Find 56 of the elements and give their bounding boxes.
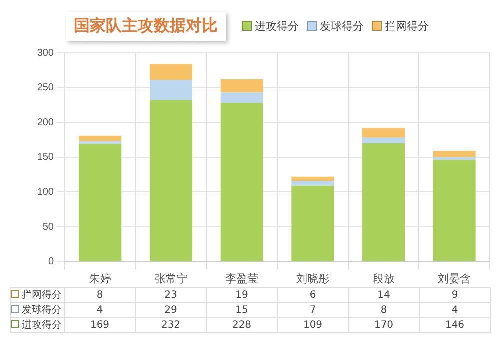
y-tick-label: 50 bbox=[42, 222, 54, 233]
data-label: 8 bbox=[64, 288, 136, 302]
data-label: 7 bbox=[278, 302, 348, 318]
bar bbox=[292, 176, 334, 182]
data-label: 23 bbox=[136, 288, 206, 302]
data-label: 8 bbox=[348, 302, 420, 318]
legend-label: 拦网得分 bbox=[384, 18, 429, 34]
bar bbox=[362, 138, 405, 144]
chart-title: 国家队主攻数据对比 bbox=[66, 12, 226, 40]
data-label: 9 bbox=[420, 288, 490, 302]
bar bbox=[220, 79, 264, 93]
bar bbox=[362, 128, 405, 138]
bar bbox=[220, 103, 264, 262]
x-tick-label: 张常宁 bbox=[154, 272, 188, 286]
text: 拦网得分 bbox=[22, 290, 62, 301]
y-tick-label: 100 bbox=[37, 186, 54, 198]
bar bbox=[79, 141, 122, 144]
bar bbox=[433, 157, 476, 160]
data-label: 146 bbox=[420, 318, 490, 332]
x-tick-label: 段放 bbox=[372, 273, 395, 286]
bar bbox=[150, 80, 192, 100]
x-tick-label: 刘晓彤 bbox=[296, 272, 330, 286]
bar bbox=[433, 160, 476, 262]
bar bbox=[150, 100, 192, 262]
data-label: 19 bbox=[206, 288, 278, 302]
y-tick-label: 200 bbox=[37, 117, 54, 128]
data-label: 169 bbox=[64, 318, 136, 332]
bar bbox=[362, 143, 405, 262]
bar bbox=[292, 181, 334, 186]
data-label: 14 bbox=[348, 288, 420, 302]
data-label: 29 bbox=[136, 302, 206, 318]
data-label: 170 bbox=[348, 318, 420, 332]
x-tick-label: 朱婷 bbox=[89, 272, 112, 286]
legend-label: 发球得分 bbox=[319, 18, 364, 34]
data-label: 109 bbox=[278, 318, 348, 332]
data-label: 228 bbox=[206, 318, 278, 332]
bar bbox=[292, 186, 334, 262]
data-label: 232 bbox=[136, 318, 206, 332]
x-tick-label: 李盈莹 bbox=[226, 272, 259, 286]
data-label: 6 bbox=[278, 288, 348, 302]
x-tick-label: 刘晏含 bbox=[438, 272, 472, 286]
data-label: 4 bbox=[64, 302, 136, 318]
bar bbox=[79, 144, 122, 262]
y-tick-label: 150 bbox=[37, 152, 54, 164]
y-tick-label: 300 bbox=[37, 48, 54, 59]
bar bbox=[433, 151, 476, 158]
bar bbox=[79, 136, 122, 142]
legend-label: 进攻得分 bbox=[254, 18, 299, 34]
bar bbox=[150, 64, 192, 80]
data-label: 15 bbox=[206, 302, 278, 318]
y-tick-label: 0 bbox=[48, 256, 54, 268]
y-tick-label: 250 bbox=[37, 82, 54, 94]
data-label: 4 bbox=[420, 302, 490, 318]
bar bbox=[220, 92, 264, 104]
text: 进攻得分 bbox=[22, 320, 62, 331]
text: 发球得分 bbox=[22, 305, 62, 316]
